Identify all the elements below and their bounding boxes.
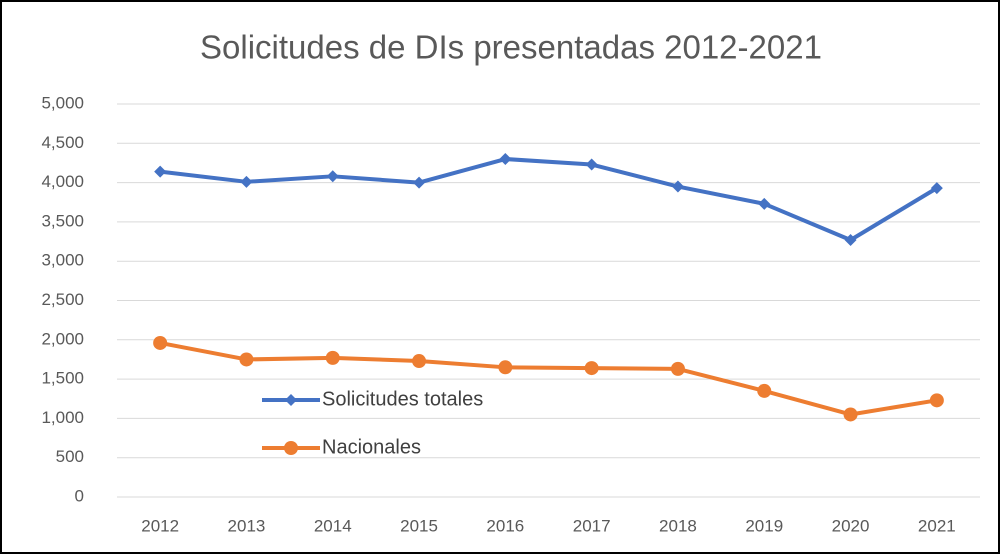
y-tick-label: 2,500 bbox=[41, 290, 84, 309]
series-line bbox=[158, 157, 939, 242]
data-point bbox=[844, 233, 857, 246]
y-tick-label: 5,000 bbox=[41, 93, 84, 112]
data-point bbox=[325, 350, 340, 365]
data-point bbox=[499, 153, 512, 166]
data-point bbox=[584, 361, 599, 376]
x-tick-label: 2017 bbox=[573, 516, 611, 535]
x-tick-label: 2020 bbox=[832, 516, 870, 535]
x-tick-label: 2012 bbox=[141, 516, 179, 535]
y-tick-label: 1,500 bbox=[41, 369, 84, 388]
data-point bbox=[843, 407, 858, 422]
data-point bbox=[670, 361, 685, 376]
data-point bbox=[929, 393, 944, 408]
y-tick-label: 1,000 bbox=[41, 408, 84, 427]
legend-label: Solicitudes totales bbox=[322, 388, 483, 410]
x-tick-label: 2018 bbox=[659, 516, 697, 535]
y-tick-label: 2,000 bbox=[41, 329, 84, 348]
series-line bbox=[158, 340, 939, 417]
x-tick-label: 2015 bbox=[400, 516, 438, 535]
data-point bbox=[154, 165, 167, 178]
data-point bbox=[326, 170, 339, 183]
data-point bbox=[757, 383, 772, 398]
y-tick-label: 4,500 bbox=[41, 133, 84, 152]
x-tick-label: 2016 bbox=[486, 516, 524, 535]
data-point bbox=[153, 335, 168, 350]
data-point bbox=[239, 352, 254, 367]
y-tick-label: 3,500 bbox=[41, 211, 84, 230]
data-point bbox=[758, 197, 771, 210]
x-tick-label: 2021 bbox=[918, 516, 956, 535]
chart-title: Solicitudes de DIs presentadas 2012-2021 bbox=[200, 29, 822, 66]
x-tick-label: 2019 bbox=[745, 516, 783, 535]
data-point bbox=[498, 360, 513, 375]
legend-marker bbox=[285, 394, 297, 406]
y-tick-label: 500 bbox=[56, 447, 84, 466]
data-point bbox=[240, 175, 253, 188]
y-tick-label: 3,000 bbox=[41, 251, 84, 270]
y-tick-label: 0 bbox=[75, 486, 84, 505]
data-point bbox=[412, 354, 427, 369]
legend-label: Nacionales bbox=[322, 436, 421, 458]
legend-marker bbox=[284, 441, 298, 455]
data-point bbox=[671, 180, 684, 193]
data-point bbox=[413, 176, 426, 189]
x-tick-label: 2013 bbox=[228, 516, 266, 535]
x-tick-label: 2014 bbox=[314, 516, 352, 535]
data-point bbox=[930, 182, 943, 195]
data-point bbox=[585, 158, 598, 171]
y-tick-label: 4,000 bbox=[41, 172, 84, 191]
